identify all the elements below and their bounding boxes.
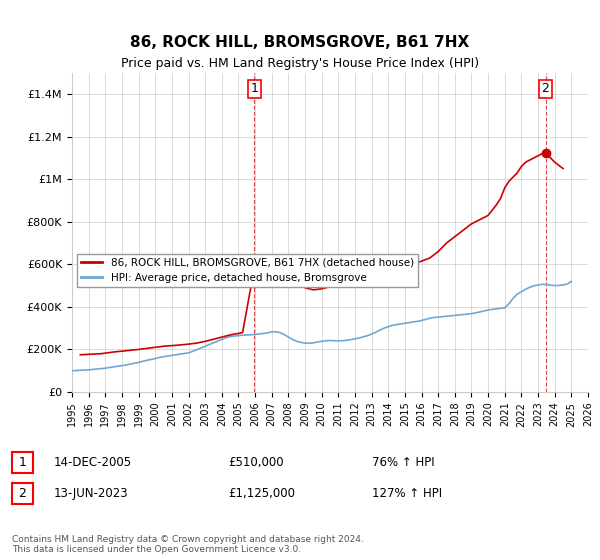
Text: Price paid vs. HM Land Registry's House Price Index (HPI): Price paid vs. HM Land Registry's House …: [121, 57, 479, 70]
Legend: 86, ROCK HILL, BROMSGROVE, B61 7HX (detached house), HPI: Average price, detache: 86, ROCK HILL, BROMSGROVE, B61 7HX (deta…: [77, 254, 418, 287]
Text: £1,125,000: £1,125,000: [228, 487, 295, 500]
Text: 76% ↑ HPI: 76% ↑ HPI: [372, 456, 434, 469]
Text: 2: 2: [542, 82, 550, 95]
Text: Contains HM Land Registry data © Crown copyright and database right 2024.
This d: Contains HM Land Registry data © Crown c…: [12, 535, 364, 554]
Text: 86, ROCK HILL, BROMSGROVE, B61 7HX: 86, ROCK HILL, BROMSGROVE, B61 7HX: [130, 35, 470, 50]
Text: £510,000: £510,000: [228, 456, 284, 469]
Text: 1: 1: [19, 456, 26, 469]
Text: 1: 1: [250, 82, 258, 95]
Text: 127% ↑ HPI: 127% ↑ HPI: [372, 487, 442, 500]
Text: 13-JUN-2023: 13-JUN-2023: [54, 487, 128, 500]
Text: 14-DEC-2005: 14-DEC-2005: [54, 456, 132, 469]
Text: 2: 2: [19, 487, 26, 500]
